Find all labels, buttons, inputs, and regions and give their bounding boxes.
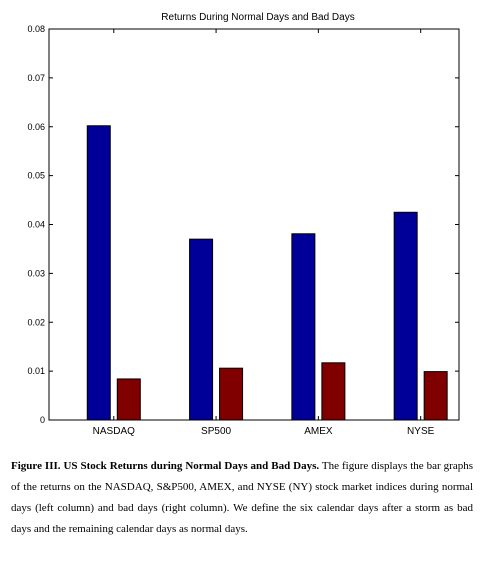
- x-tick-label: AMEX: [304, 426, 333, 437]
- x-tick-label: NASDAQ: [93, 426, 135, 437]
- bar-normal-days: [86, 125, 111, 421]
- caption-label: Figure III. US Stock Returns during Norm…: [11, 460, 320, 472]
- axis-ticks: [49, 28, 459, 421]
- y-tick-label: 0.08: [27, 24, 45, 34]
- bar-bad-days: [423, 371, 448, 421]
- chart-title: Returns During Normal Days and Bad Days: [161, 12, 354, 23]
- caption-text: The figure displays the bar graphs of th…: [11, 460, 473, 535]
- bar-bad-days: [321, 362, 346, 421]
- x-tick-label: SP500: [201, 426, 231, 437]
- y-tick-label: 0.02: [27, 317, 45, 327]
- y-tick-label: 0.03: [27, 268, 45, 278]
- y-tick-label: 0: [40, 415, 45, 425]
- axis-labels: 0 0.01 0.02 0.03 0.04 0.05 0.06 0.07 0.08 NASDAQ S…: [27, 24, 434, 437]
- bar-chart: Returns During Normal Days and Bad Days …: [27, 12, 460, 437]
- x-tick-label: NYSE: [407, 426, 435, 437]
- bar-normal-days: [189, 238, 214, 421]
- bar-normal-days: [393, 211, 418, 421]
- bar-bad-days: [116, 378, 141, 421]
- y-tick-label: 0.07: [27, 73, 45, 83]
- bars-group: [86, 125, 448, 421]
- figure-caption: Figure III. US Stock Returns during Norm…: [11, 456, 473, 540]
- y-tick-label: 0.04: [27, 220, 45, 230]
- bar-normal-days: [291, 233, 316, 421]
- bar-bad-days: [219, 367, 244, 421]
- y-tick-label: 0.06: [27, 122, 45, 132]
- y-tick-label: 0.01: [27, 366, 45, 376]
- y-tick-label: 0.05: [27, 171, 45, 181]
